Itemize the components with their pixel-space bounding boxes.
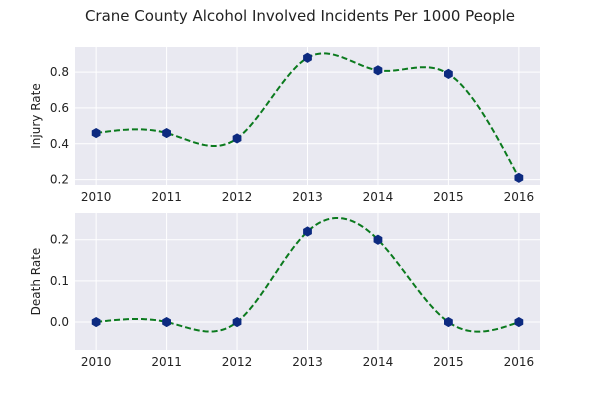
y-axis-label: Death Rate xyxy=(29,248,43,316)
data-point xyxy=(514,316,524,328)
y-tick-label: 0.2 xyxy=(50,233,69,247)
subplot-2: 2010 2011 2012 2013 2014 2015 2016 0.0 0.1 0.2 Dea… xyxy=(29,213,540,369)
x-tick-label: 2010 xyxy=(81,355,112,369)
chart-title: Crane County Alcohol Involved Incidents … xyxy=(85,7,515,25)
y-tick-label: 0.0 xyxy=(50,315,69,329)
y-axis-label: Injury Rate xyxy=(29,83,43,148)
x-tick-label: 2012 xyxy=(222,190,253,204)
y-tick-label: 0.4 xyxy=(50,137,69,151)
data-point xyxy=(162,127,171,139)
x-tick-label: 2011 xyxy=(151,190,182,204)
x-tick-label: 2013 xyxy=(292,190,323,204)
data-point xyxy=(232,133,242,144)
data-point xyxy=(303,52,312,63)
data-point xyxy=(444,68,453,79)
subplots: 2010 2011 2012 2013 2014 2015 2016 0.2 0.4 0.6 0.8… xyxy=(29,47,540,369)
data-point xyxy=(232,316,242,328)
data-point xyxy=(373,65,383,76)
y-tick-label: 0.6 xyxy=(50,101,69,115)
y-tick-label: 0.1 xyxy=(50,274,69,288)
x-tick-label: 2010 xyxy=(81,190,112,204)
x-tick-label: 2016 xyxy=(504,190,535,204)
x-tick-label: 2012 xyxy=(222,355,253,369)
data-point xyxy=(444,316,453,328)
x-tick-label: 2015 xyxy=(433,190,464,204)
x-tick-label: 2014 xyxy=(363,190,394,204)
y-tick-label: 0.8 xyxy=(50,65,69,79)
x-tick-label: 2015 xyxy=(433,355,464,369)
data-point xyxy=(303,226,312,237)
data-point xyxy=(162,316,171,328)
subplot-1: 2010 2011 2012 2013 2014 2015 2016 0.2 0.4 0.6 0.8… xyxy=(29,47,540,204)
data-point xyxy=(91,127,101,139)
x-tick-label: 2016 xyxy=(504,355,535,369)
y-tick-label: 0.2 xyxy=(50,173,69,187)
data-point xyxy=(373,234,383,245)
data-point xyxy=(514,172,524,183)
x-tick-label: 2013 xyxy=(292,355,323,369)
x-tick-label: 2011 xyxy=(151,355,182,369)
x-tick-label: 2014 xyxy=(363,355,394,369)
data-point xyxy=(91,316,101,328)
